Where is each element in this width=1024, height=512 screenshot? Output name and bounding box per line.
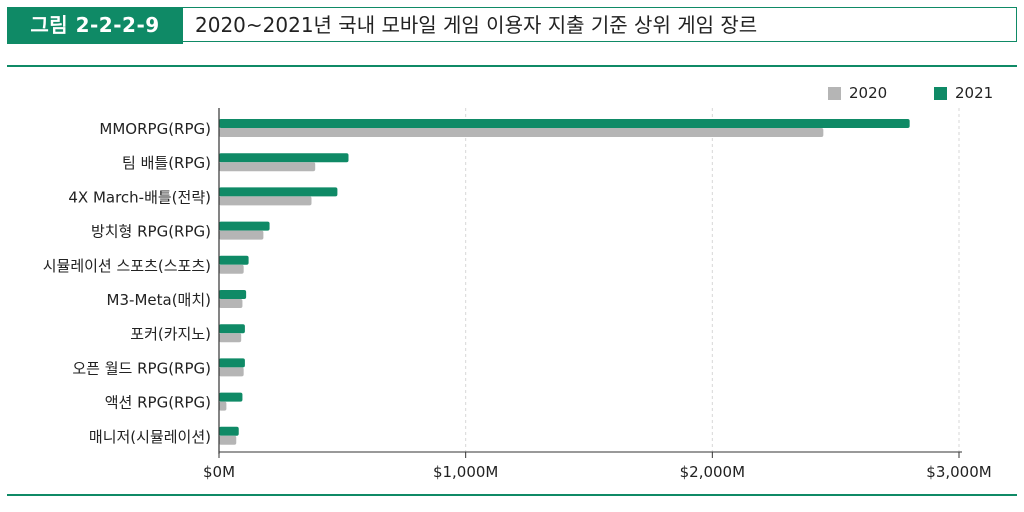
bar-2020 [219, 333, 242, 343]
figure-number: 그림 2-2-2-9 [7, 7, 183, 44]
category-label: 액션 RPG(RPG) [105, 394, 211, 412]
category-label: M3-Meta(매치) [107, 291, 211, 309]
bar-2020 [219, 264, 244, 274]
legend-label-2021: 2021 [955, 84, 994, 102]
x-tick-label: $1,000M [433, 463, 498, 481]
legend-swatch-2020 [828, 86, 841, 100]
category-label: 팀 배틀(RPG) [122, 154, 211, 172]
legend-label-2020: 2020 [849, 84, 888, 102]
bottom-divider [7, 494, 1017, 496]
category-label: 오픈 월드 RPG(RPG) [72, 359, 211, 377]
x-tick-label: $3,000M [926, 463, 991, 481]
legend-item-2021: 2021 [934, 84, 993, 102]
legend-item-2020: 2020 [828, 84, 887, 102]
bar-2021 [219, 358, 245, 368]
category-label: 시뮬레이션 스포츠(스포츠) [43, 257, 211, 275]
figure-title: 2020~2021년 국내 모바일 게임 이용자 지출 기준 상위 게임 장르 [183, 7, 1017, 42]
bar-2020 [219, 230, 264, 240]
bar-2021 [219, 392, 243, 402]
category-label: 4X March-배틀(전략) [68, 188, 211, 206]
bar-2021 [219, 426, 239, 436]
category-label: MMORPG(RPG) [99, 120, 211, 138]
bar-2021 [219, 221, 270, 231]
bar-2020 [219, 162, 316, 172]
bar-2020 [219, 435, 237, 445]
bar-2021 [219, 290, 247, 299]
top-divider [7, 65, 1017, 67]
bar-2020 [219, 128, 824, 137]
legend-swatch-2021 [934, 86, 947, 100]
bar-2021 [219, 187, 338, 197]
bar-2021 [219, 324, 245, 334]
bar-2020 [219, 401, 227, 411]
bar-2021 [219, 119, 910, 128]
x-tick-label: $0M [203, 463, 235, 481]
bar-2020 [219, 299, 243, 308]
category-label: 매니저(시뮬레이션) [89, 428, 211, 446]
figure-header: 그림 2-2-2-9 2020~2021년 국내 모바일 게임 이용자 지출 기… [0, 0, 1024, 46]
bar-2021 [219, 255, 249, 265]
category-label: 포커(카지노) [130, 325, 211, 343]
x-tick-label: $2,000M [680, 463, 745, 481]
bar-2021 [219, 153, 349, 163]
bar-2020 [219, 367, 244, 377]
bar-2020 [219, 196, 312, 206]
category-label: 방치형 RPG(RPG) [91, 223, 211, 241]
